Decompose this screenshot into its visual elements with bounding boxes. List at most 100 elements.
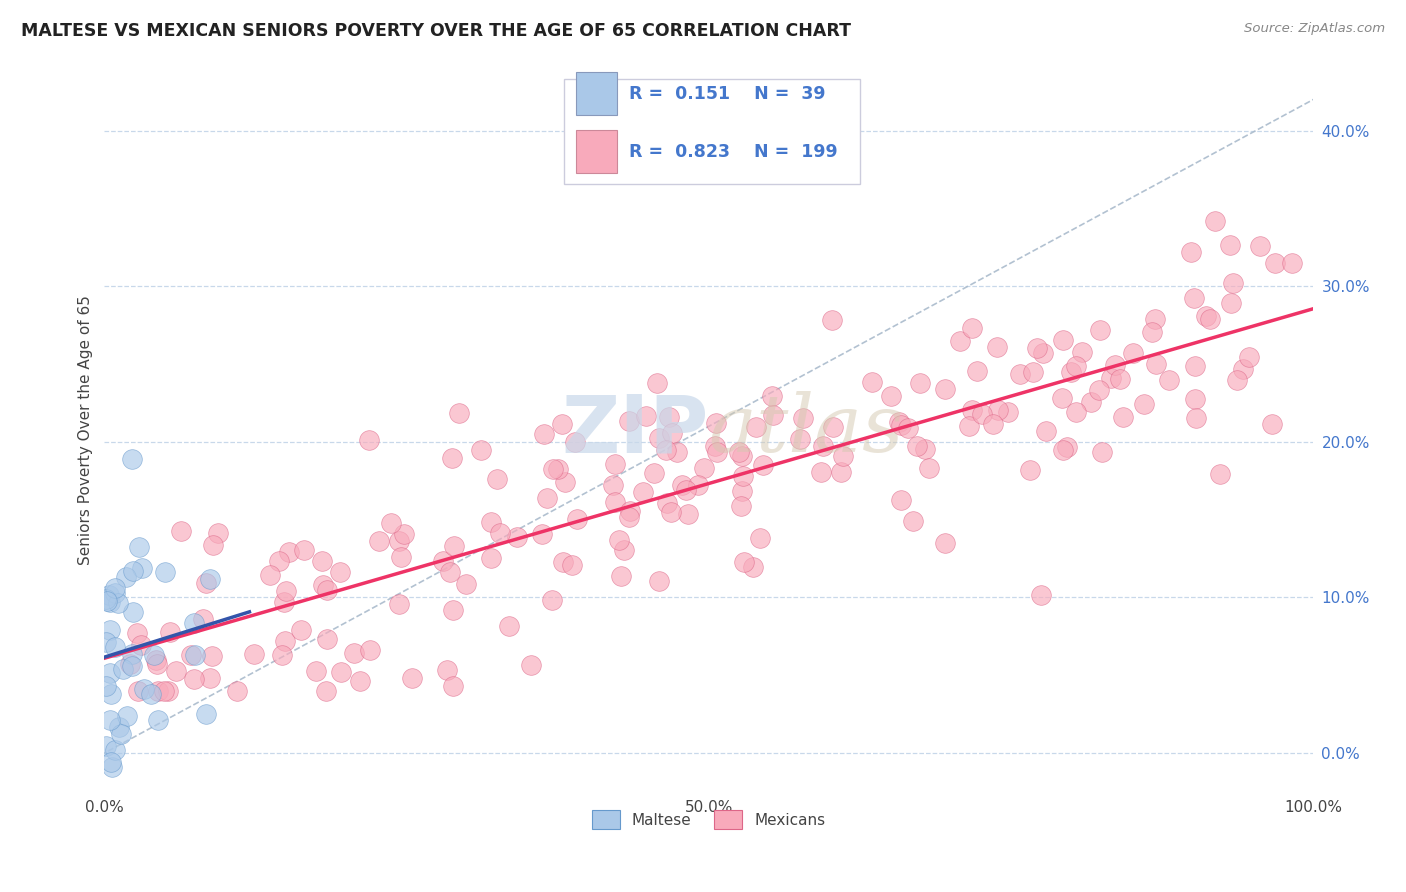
Point: [1029, 588, 1052, 602]
Point: [1237, 350, 1260, 364]
Point: [1209, 467, 1232, 482]
Point: [1122, 346, 1144, 360]
Point: [292, 542, 315, 557]
Point: [1088, 323, 1111, 337]
Point: [1018, 463, 1040, 477]
Point: [730, 499, 752, 513]
Point: [678, 508, 700, 522]
Point: [401, 671, 423, 685]
Point: [860, 376, 883, 390]
Point: [761, 389, 783, 403]
Point: [278, 545, 301, 559]
Point: [1222, 276, 1244, 290]
Point: [540, 592, 562, 607]
Point: [311, 554, 333, 568]
Point: [914, 442, 936, 456]
Point: [357, 434, 380, 448]
Point: [960, 403, 983, 417]
Point: [194, 576, 217, 591]
Point: [367, 534, 389, 549]
Point: [949, 334, 972, 349]
Point: [1035, 425, 1057, 439]
Point: [1232, 362, 1254, 376]
Point: [180, 648, 202, 662]
Point: [1091, 444, 1114, 458]
Point: [675, 483, 697, 498]
Y-axis label: Seniors Poverty Over the Age of 65: Seniors Poverty Over the Age of 65: [79, 295, 93, 566]
Point: [832, 449, 855, 463]
Point: [183, 615, 205, 630]
Point: [1204, 214, 1226, 228]
Point: [145, 652, 167, 666]
Point: [316, 632, 339, 646]
Point: [447, 406, 470, 420]
Point: [436, 663, 458, 677]
Point: [121, 564, 143, 578]
Point: [789, 432, 811, 446]
Point: [821, 420, 844, 434]
Point: [748, 531, 770, 545]
Point: [966, 364, 988, 378]
Point: [202, 538, 225, 552]
Point: [520, 658, 543, 673]
Point: [607, 533, 630, 547]
Point: [271, 648, 294, 662]
Point: [100, 760, 122, 774]
Point: [115, 570, 138, 584]
Point: [392, 527, 415, 541]
Point: [96, 591, 118, 606]
Point: [1112, 409, 1135, 424]
Point: [636, 409, 658, 424]
Point: [619, 504, 641, 518]
Point: [934, 536, 956, 550]
Point: [959, 418, 981, 433]
Text: MALTESE VS MEXICAN SENIORS POVERTY OVER THE AGE OF 65 CORRELATION CHART: MALTESE VS MEXICAN SENIORS POVERTY OVER …: [21, 22, 851, 40]
Point: [104, 586, 127, 600]
Point: [195, 707, 218, 722]
Point: [1010, 368, 1032, 382]
Point: [479, 515, 502, 529]
Point: [305, 665, 328, 679]
Point: [554, 475, 576, 489]
Text: R =  0.823    N =  199: R = 0.823 N = 199: [628, 143, 838, 161]
Point: [1219, 238, 1241, 252]
Point: [198, 671, 221, 685]
Text: Source: ZipAtlas.com: Source: ZipAtlas.com: [1244, 22, 1385, 36]
Point: [647, 376, 669, 391]
Point: [733, 469, 755, 483]
Point: [731, 449, 754, 463]
Point: [830, 465, 852, 479]
Point: [1195, 310, 1218, 324]
Point: [565, 511, 588, 525]
Point: [479, 551, 502, 566]
Point: [1249, 239, 1271, 253]
Point: [443, 539, 465, 553]
Point: [880, 389, 903, 403]
Point: [134, 681, 156, 696]
Point: [498, 619, 520, 633]
Point: [259, 568, 281, 582]
Point: [94, 679, 117, 693]
Point: [1080, 395, 1102, 409]
Point: [897, 421, 920, 435]
Point: [432, 554, 454, 568]
Point: [159, 625, 181, 640]
Point: [121, 658, 143, 673]
Point: [643, 467, 665, 481]
Point: [1185, 410, 1208, 425]
Point: [470, 442, 492, 457]
Point: [613, 543, 636, 558]
Point: [1064, 405, 1087, 419]
Point: [104, 581, 127, 595]
Point: [1064, 359, 1087, 373]
Point: [389, 549, 412, 564]
Point: [100, 755, 122, 769]
Point: [98, 713, 121, 727]
Point: [603, 495, 626, 509]
Point: [485, 472, 508, 486]
Point: [441, 679, 464, 693]
Point: [648, 432, 671, 446]
Point: [1056, 440, 1078, 454]
Point: [131, 561, 153, 575]
Point: [742, 560, 765, 574]
